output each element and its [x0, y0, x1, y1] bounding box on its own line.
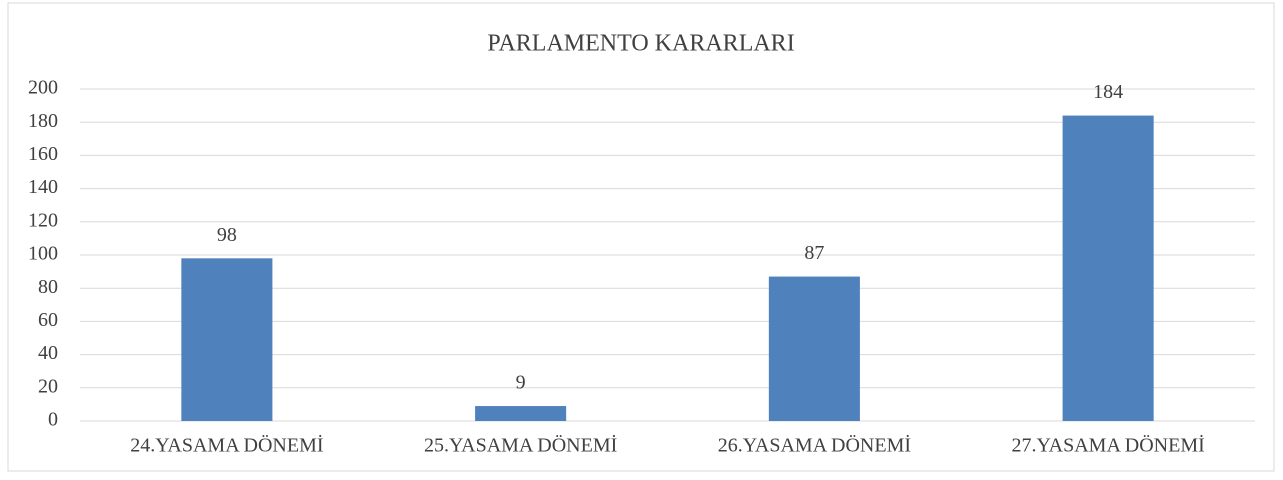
x-tick-label: 24.YASAMA DÖNEMİ: [130, 434, 323, 457]
y-tick-label: 120: [28, 209, 58, 231]
y-tick-label: 140: [28, 176, 58, 198]
bar: [768, 276, 860, 421]
y-tick-label: 200: [28, 77, 58, 99]
bar: [1062, 115, 1154, 421]
y-tick-label: 0: [48, 409, 58, 431]
bar: [475, 406, 567, 421]
chart-title: PARLAMENTO KARARLARI: [487, 31, 794, 57]
data-label: 184: [1093, 81, 1123, 103]
y-tick-label: 180: [28, 110, 58, 132]
y-tick-label: 100: [28, 243, 58, 265]
x-tick-label: 26.YASAMA DÖNEMİ: [718, 434, 911, 457]
x-tick-label: 27.YASAMA DÖNEMİ: [1011, 434, 1204, 457]
data-label: 87: [804, 242, 824, 264]
x-tick-label: 25.YASAMA DÖNEMİ: [424, 434, 617, 457]
data-label: 9: [516, 372, 526, 394]
y-tick-label: 60: [38, 309, 58, 331]
y-tick-label: 20: [38, 375, 58, 397]
bar: [181, 258, 273, 421]
y-tick-label: 160: [28, 143, 58, 165]
data-label: 98: [217, 224, 237, 246]
y-tick-label: 80: [38, 276, 58, 298]
y-tick-label: 40: [38, 342, 58, 364]
